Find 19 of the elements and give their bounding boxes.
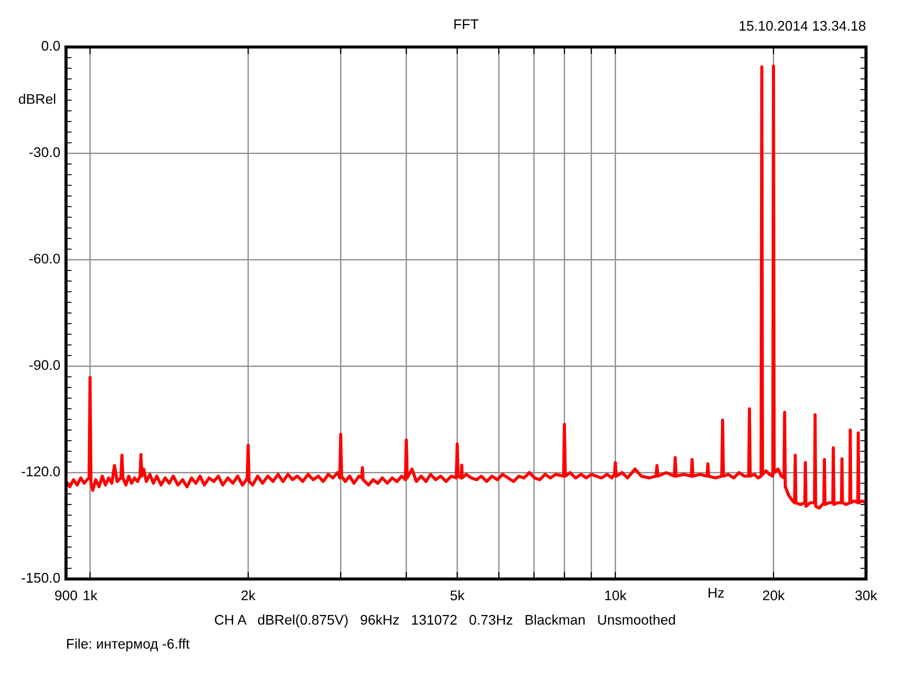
x-tick-label: 30k — [855, 590, 878, 600]
x-tick-label: 20k — [763, 590, 785, 600]
chart-title: FFT — [454, 19, 478, 29]
x-tick-label: 900 — [55, 590, 78, 600]
x-tick-label: 5k — [450, 590, 465, 600]
text: File: интермод -6.fft — [67, 638, 190, 652]
y-axis-title: dBRel — [18, 94, 56, 104]
x-tick-label: 1k — [84, 590, 98, 600]
x-axis-title: Hz — [708, 588, 724, 598]
y-tick-label: -120.0 — [22, 466, 60, 476]
y-tick-label: 0.0 — [42, 40, 60, 51]
text: CH A dBRel(0.875V) 96kHz 131072 0.73Hz Blackman Unsmoothed — [214, 614, 675, 628]
text: 15.10.2014 13.34.18 — [740, 20, 866, 31]
y-tick-label: -30.0 — [29, 147, 60, 158]
x-tick-label: 2k — [242, 590, 256, 600]
x-tick-label: 10k — [605, 590, 627, 600]
y-tick-label: -60.0 — [29, 254, 60, 264]
y-tick-label: -90.0 — [29, 360, 60, 370]
y-tick-label: -150.0 — [22, 572, 60, 583]
